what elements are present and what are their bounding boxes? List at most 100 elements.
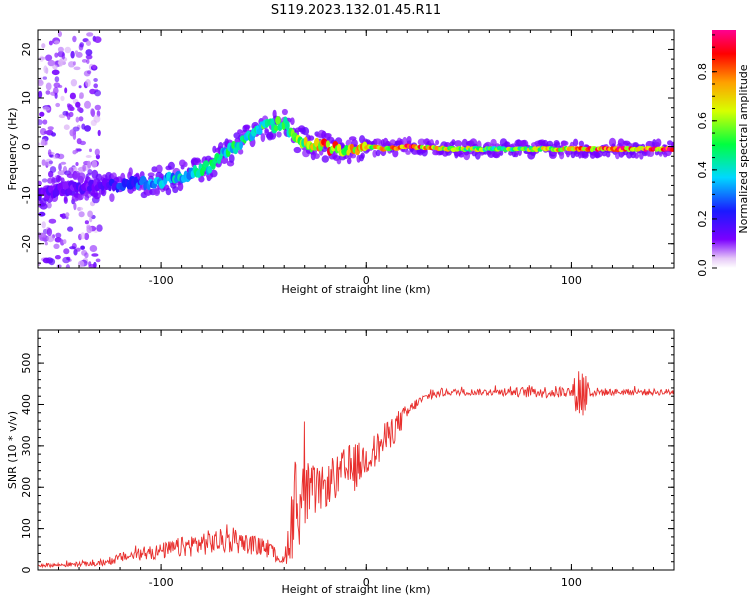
spectrogram-cell bbox=[46, 235, 55, 243]
spectrogram-cell bbox=[308, 135, 315, 141]
snr-frame bbox=[37, 329, 675, 571]
spectrogram-cell bbox=[198, 175, 205, 183]
spectrogram-cell bbox=[84, 252, 89, 259]
figure-title: S119.2023.132.01.45.R11 bbox=[271, 3, 441, 18]
spectrogram-cell bbox=[325, 140, 330, 148]
spectrogram-cell bbox=[57, 50, 65, 58]
spectrogram-cell bbox=[435, 139, 440, 146]
spectrogram-cell bbox=[87, 210, 93, 218]
spectrogram-cell bbox=[301, 127, 310, 136]
spectrogram-cell bbox=[273, 125, 279, 132]
spectrogram-cell bbox=[490, 138, 497, 147]
spectrogram-cell bbox=[72, 126, 80, 132]
colorbar-label: Normalized spectral amplitude bbox=[737, 64, 750, 233]
spectrogram-cell bbox=[79, 92, 84, 99]
spectrogram-cell bbox=[47, 126, 54, 131]
spectrogram-cell bbox=[195, 169, 202, 178]
spectrogram-cell bbox=[172, 186, 179, 194]
spectrogram-cell bbox=[553, 140, 560, 146]
spectrogram-cell bbox=[231, 141, 237, 150]
spectrogram-cell bbox=[38, 211, 46, 217]
spectrogram-cell bbox=[57, 46, 64, 53]
spectrogram-cell bbox=[41, 159, 46, 166]
snr-ytick-label: 100 bbox=[20, 518, 33, 539]
spectrogram-cell bbox=[60, 161, 67, 165]
spectrogram-ytick-label: 10 bbox=[20, 91, 33, 105]
spectrogram-cell bbox=[62, 239, 67, 245]
spectrogram-cell bbox=[62, 181, 69, 190]
spectrogram-cell bbox=[52, 64, 58, 70]
spectrogram-cell bbox=[147, 172, 155, 177]
spectrogram-ytick-label: -20 bbox=[20, 235, 33, 253]
spectrogram-cell bbox=[43, 65, 48, 74]
spectrogram-cell bbox=[69, 106, 75, 112]
spectrogram-cell bbox=[75, 116, 80, 123]
spectrogram-cell bbox=[86, 59, 90, 64]
spectrogram-cell bbox=[81, 123, 86, 130]
spectrogram-cell bbox=[75, 247, 81, 252]
spectrogram-cell bbox=[78, 85, 82, 89]
spectrogram-cell bbox=[89, 245, 98, 252]
spectrogram-cell bbox=[461, 138, 468, 149]
spectrogram-cell bbox=[60, 95, 65, 102]
spectrogram-xtick-label: 0 bbox=[363, 274, 370, 287]
spectrogram-cell bbox=[80, 245, 85, 250]
spectrogram-cell bbox=[85, 79, 91, 87]
spectrogram-cell bbox=[68, 61, 75, 68]
spectrogram-cell bbox=[360, 152, 365, 159]
spectrogram-cell bbox=[256, 128, 263, 135]
snr-xtick-label: 0 bbox=[363, 576, 370, 589]
spectrogram-cell bbox=[54, 76, 60, 83]
spectrogram-ytick-label: 20 bbox=[20, 42, 33, 56]
spectrogram-cell bbox=[655, 138, 662, 147]
colorbar-tick-label: 0.6 bbox=[696, 112, 709, 130]
snr-series-line bbox=[38, 371, 674, 569]
spectrogram-cell bbox=[90, 109, 96, 118]
spectrogram-cell bbox=[73, 202, 77, 211]
spectrogram-cell bbox=[54, 52, 59, 58]
spectrogram-cell bbox=[55, 232, 62, 238]
spectrogram-cell bbox=[45, 82, 52, 91]
snr-marks bbox=[38, 371, 674, 569]
spectrogram-cell bbox=[634, 152, 640, 159]
spectrogram-cell bbox=[284, 120, 290, 131]
spectrogram-cell bbox=[63, 196, 68, 204]
colorbar-tick-label: 0.4 bbox=[696, 161, 709, 179]
spectrogram-cell bbox=[84, 100, 91, 109]
spectrogram-cell bbox=[602, 151, 607, 157]
spectrogram-cell bbox=[77, 207, 81, 212]
spectrogram-cell bbox=[66, 188, 73, 196]
snr-xlabel: Height of straight line (km) bbox=[281, 583, 430, 596]
spectrogram-cell bbox=[42, 119, 48, 125]
spectrogram-cell bbox=[86, 32, 94, 37]
spectrogram-cell bbox=[46, 228, 53, 236]
spectrogram-cell bbox=[76, 138, 82, 145]
spectrogram-cell bbox=[93, 83, 98, 89]
spectrogram-cell bbox=[48, 40, 53, 46]
spectrogram-cell bbox=[42, 106, 51, 111]
spectrogram-cell bbox=[47, 59, 56, 67]
spectrogram-cell bbox=[92, 64, 97, 70]
spectrogram-cell bbox=[55, 102, 61, 108]
spectrogram-cell bbox=[89, 217, 93, 223]
spectrogram-cell bbox=[72, 150, 77, 155]
spectrogram-cell bbox=[56, 264, 62, 268]
spectrogram-cell bbox=[41, 221, 46, 229]
spectrogram-cell bbox=[91, 253, 99, 257]
spectrogram-cell bbox=[194, 157, 201, 163]
spectrogram-cell bbox=[77, 172, 86, 181]
spectrogram-cell bbox=[93, 192, 101, 200]
spectrogram-cell bbox=[405, 150, 411, 155]
spectrogram-cell bbox=[48, 218, 57, 224]
spectrogram-cell bbox=[86, 160, 91, 169]
spectrogram-cell bbox=[64, 87, 68, 94]
spectrogram-cell bbox=[93, 36, 102, 43]
spectrogram-ytick-label: 0 bbox=[20, 143, 33, 150]
spectrogram-cell bbox=[237, 129, 243, 135]
spectrogram-cell bbox=[43, 130, 50, 135]
colorbar: 0.0 0.2 0.4 0.6 0.8 Normalized spectral ampl… bbox=[696, 30, 750, 277]
spectrogram-xtick-label: 100 bbox=[561, 274, 582, 287]
spectrogram-cell bbox=[62, 110, 69, 116]
spectrogram-cell bbox=[167, 161, 175, 170]
spectrogram-cell bbox=[484, 141, 492, 147]
